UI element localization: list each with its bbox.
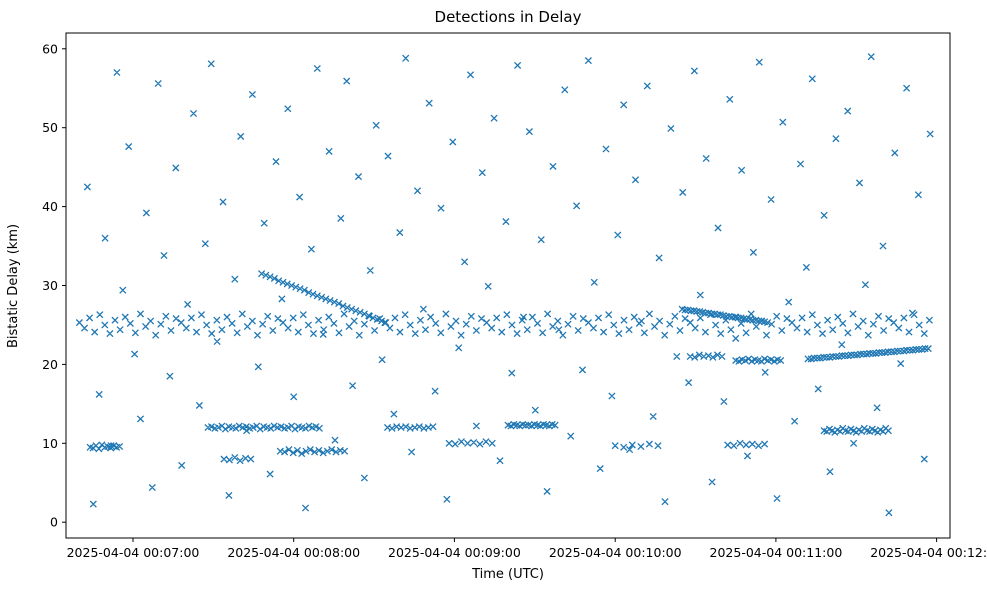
y-tick-label: 0 bbox=[50, 515, 58, 530]
axes-layer: 2025-04-04 00:07:00 2025-04-04 00:08:00 20… bbox=[42, 32, 987, 560]
y-tick-label: 10 bbox=[42, 436, 58, 451]
y-tick-label: 60 bbox=[42, 41, 58, 56]
scatter-points bbox=[75, 53, 934, 517]
x-tick-label: 2025-04-04 00:10:00 bbox=[549, 545, 682, 560]
y-tick-label: 30 bbox=[42, 278, 58, 293]
x-tick-label: 2025-04-04 00:09:00 bbox=[388, 545, 521, 560]
x-tick-label: 2025-04-04 00:07:00 bbox=[67, 545, 200, 560]
y-tick-label: 50 bbox=[42, 120, 58, 135]
y-tick-label: 40 bbox=[42, 199, 58, 214]
x-tick-label: 2025-04-04 00:11:00 bbox=[710, 545, 843, 560]
chart-title: Detections in Delay bbox=[435, 8, 582, 26]
x-axis-label: Time (UTC) bbox=[471, 567, 544, 582]
x-tick-label: 2025-04-04 00:08:00 bbox=[227, 545, 360, 560]
y-axis-label: Bistatic Delay (km) bbox=[6, 224, 21, 348]
axes-frame bbox=[65, 32, 951, 539]
x-tick-label: 2025-04-04 00:12:00 bbox=[870, 545, 987, 560]
y-tick-label: 20 bbox=[42, 357, 58, 372]
